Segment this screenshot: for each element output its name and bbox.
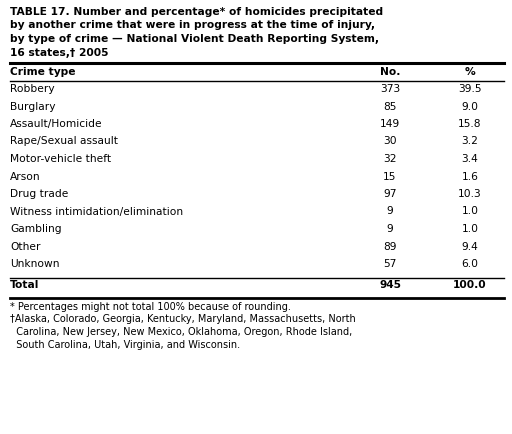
- Text: Gambling: Gambling: [10, 224, 61, 234]
- Text: 1.0: 1.0: [461, 224, 479, 234]
- Text: †Alaska, Colorado, Georgia, Kentucky, Maryland, Massachusetts, North: †Alaska, Colorado, Georgia, Kentucky, Ma…: [10, 315, 356, 325]
- Text: 945: 945: [379, 280, 401, 290]
- Text: 39.5: 39.5: [458, 84, 482, 94]
- Text: %: %: [464, 67, 475, 77]
- Text: Assault/Homicide: Assault/Homicide: [10, 119, 102, 129]
- Text: 149: 149: [380, 119, 400, 129]
- Text: 10.3: 10.3: [458, 189, 482, 199]
- Text: 6.0: 6.0: [461, 259, 479, 269]
- Text: 373: 373: [380, 84, 400, 94]
- Text: 1.6: 1.6: [461, 171, 478, 181]
- Text: 3.4: 3.4: [461, 154, 478, 164]
- Text: Rape/Sexual assault: Rape/Sexual assault: [10, 137, 118, 147]
- Text: Other: Other: [10, 241, 40, 251]
- Text: 100.0: 100.0: [453, 280, 487, 290]
- Text: Robbery: Robbery: [10, 84, 55, 94]
- Text: Drug trade: Drug trade: [10, 189, 69, 199]
- Text: 97: 97: [383, 189, 397, 199]
- Text: by type of crime — National Violent Death Reporting System,: by type of crime — National Violent Deat…: [10, 34, 379, 44]
- Text: Motor-vehicle theft: Motor-vehicle theft: [10, 154, 111, 164]
- Text: 15.8: 15.8: [458, 119, 482, 129]
- Text: by another crime that were in progress at the time of injury,: by another crime that were in progress a…: [10, 20, 375, 30]
- Text: No.: No.: [380, 67, 400, 77]
- Text: Witness intimidation/elimination: Witness intimidation/elimination: [10, 207, 183, 217]
- Text: 9.4: 9.4: [461, 241, 478, 251]
- Text: 3.2: 3.2: [461, 137, 478, 147]
- Text: 32: 32: [383, 154, 397, 164]
- Text: 89: 89: [383, 241, 397, 251]
- Text: 16 states,† 2005: 16 states,† 2005: [10, 47, 109, 57]
- Text: 9: 9: [387, 224, 393, 234]
- Text: Crime type: Crime type: [10, 67, 75, 77]
- Text: 85: 85: [383, 102, 397, 112]
- Text: 15: 15: [383, 171, 397, 181]
- Text: Unknown: Unknown: [10, 259, 59, 269]
- Text: 9.0: 9.0: [461, 102, 479, 112]
- Text: Burglary: Burglary: [10, 102, 55, 112]
- Text: Arson: Arson: [10, 171, 40, 181]
- Text: 1.0: 1.0: [461, 207, 479, 217]
- Text: * Percentages might not total 100% because of rounding.: * Percentages might not total 100% becau…: [10, 302, 291, 312]
- Text: Total: Total: [10, 280, 39, 290]
- Text: 30: 30: [383, 137, 397, 147]
- Text: South Carolina, Utah, Virginia, and Wisconsin.: South Carolina, Utah, Virginia, and Wisc…: [10, 339, 240, 349]
- Text: Carolina, New Jersey, New Mexico, Oklahoma, Oregon, Rhode Island,: Carolina, New Jersey, New Mexico, Oklaho…: [10, 327, 352, 337]
- Text: 57: 57: [383, 259, 397, 269]
- Text: TABLE 17. Number and percentage* of homicides precipitated: TABLE 17. Number and percentage* of homi…: [10, 7, 383, 17]
- Text: 9: 9: [387, 207, 393, 217]
